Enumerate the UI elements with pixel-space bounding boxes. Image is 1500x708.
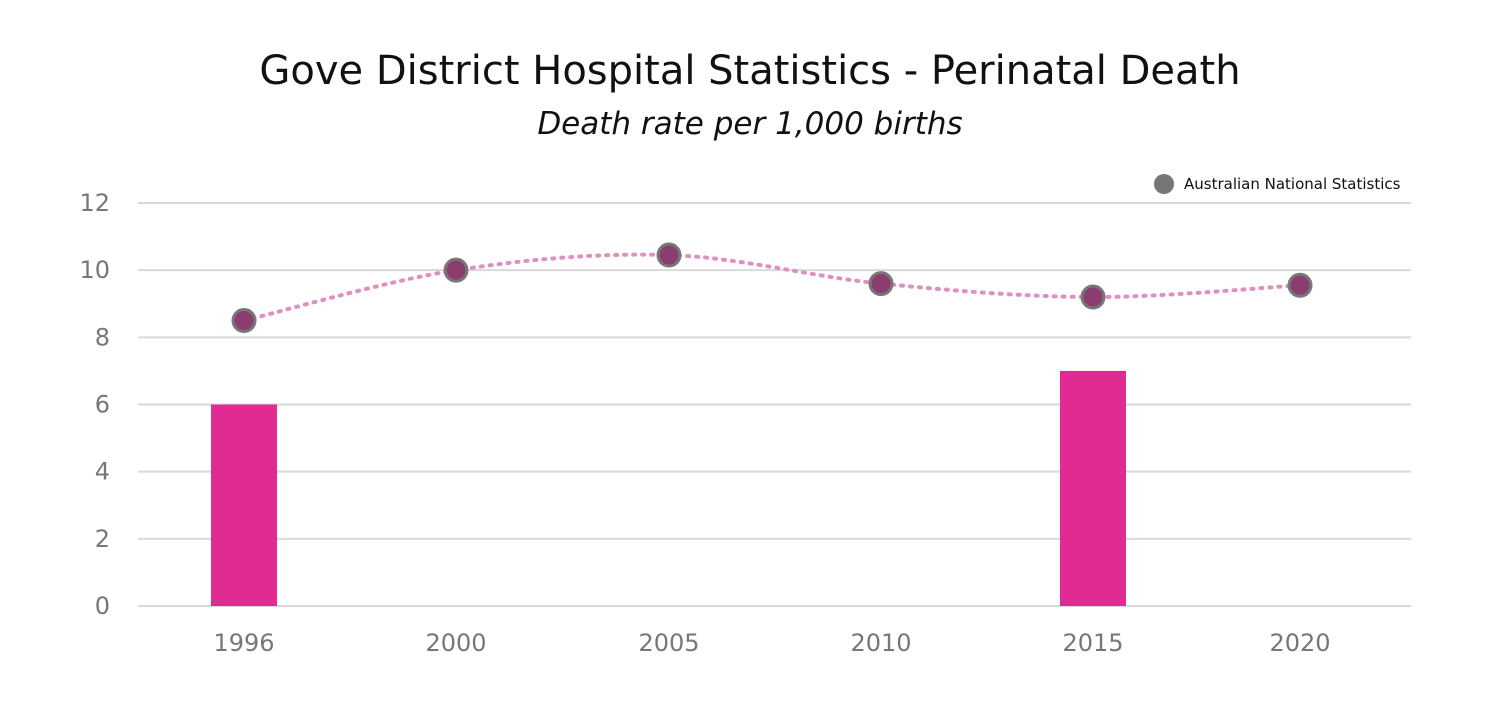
chart-title: Gove District Hospital Statistics - Peri… [259, 48, 1241, 94]
line-series [231, 242, 1313, 334]
x-tick-label: 2010 [850, 629, 911, 657]
bar [211, 404, 277, 606]
y-tick-label: 0 [95, 592, 110, 620]
legend-label: Australian National Statistics [1184, 175, 1401, 193]
x-tick-label: 1996 [213, 629, 274, 657]
legend: Australian National Statistics [1154, 174, 1401, 194]
line-point [1287, 272, 1313, 298]
x-tick-label: 2020 [1269, 629, 1330, 657]
bar [1060, 370, 1126, 606]
y-axis-tick-labels: 0 2 4 6 8 10 12 [79, 189, 110, 620]
y-tick-label: 4 [95, 458, 110, 486]
y-tick-label: 6 [95, 391, 110, 419]
gridlines [138, 202, 1411, 607]
x-tick-label: 2000 [425, 629, 486, 657]
y-tick-label: 2 [95, 525, 110, 553]
y-tick-label: 8 [95, 323, 110, 351]
series-line [242, 252, 1302, 323]
line-point [1080, 284, 1106, 310]
bar-series [211, 370, 1126, 606]
legend-marker [1154, 174, 1174, 194]
x-tick-label: 2005 [638, 629, 699, 657]
x-axis-tick-labels: 1996 2000 2005 2010 2015 2020 [213, 629, 1330, 657]
chart-subtitle: Death rate per 1,000 births [537, 106, 963, 142]
y-tick-label: 10 [79, 256, 110, 284]
line-point [443, 257, 469, 283]
x-tick-label: 2015 [1062, 629, 1123, 657]
line-point [868, 271, 894, 297]
line-point [656, 242, 682, 268]
y-tick-label: 12 [79, 189, 110, 217]
line-point [231, 308, 257, 334]
